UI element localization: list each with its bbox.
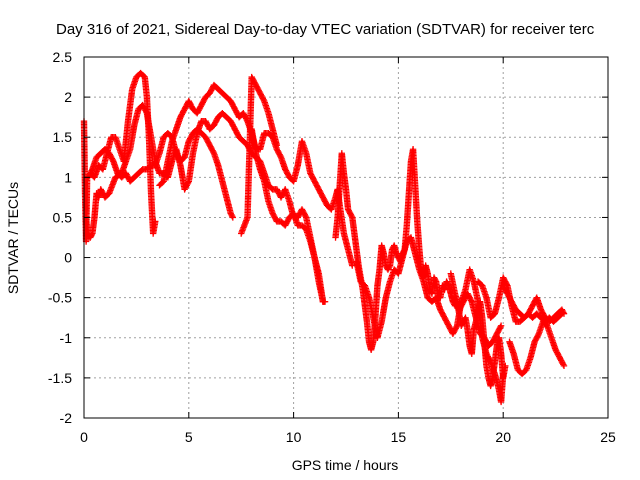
data-point — [302, 212, 309, 220]
data-point — [467, 297, 475, 304]
y-tick-label: 2 — [64, 89, 72, 105]
y-tick-label: 0 — [64, 250, 72, 266]
data-point — [560, 362, 568, 370]
x-tick-label: 10 — [286, 429, 302, 445]
data-point — [152, 218, 159, 225]
grid-lines — [84, 57, 608, 418]
x-tick-label: 25 — [600, 429, 616, 445]
data-point — [486, 357, 494, 364]
y-tick-label: 1.5 — [53, 129, 73, 145]
data-point — [229, 214, 237, 221]
y-tick-label: -1 — [60, 330, 73, 346]
data-point — [560, 361, 567, 368]
data-point — [500, 370, 507, 378]
x-tick-labels: 0 5 10 15 20 25 — [80, 429, 616, 445]
x-tick-label: 20 — [495, 429, 511, 445]
plot-frame — [83, 56, 609, 419]
data-point — [348, 212, 355, 220]
data-points — [80, 69, 568, 406]
data-point — [557, 311, 565, 318]
data-point — [502, 362, 509, 370]
x-tick-label: 15 — [391, 429, 407, 445]
y-tick-label: 0.5 — [53, 209, 73, 225]
data-point — [497, 322, 505, 329]
y-tick-label: 1 — [64, 169, 72, 185]
data-point — [210, 148, 217, 156]
data-point — [497, 323, 504, 331]
data-point — [319, 298, 327, 305]
data-point — [386, 263, 393, 271]
y-tick-label: -0.5 — [48, 290, 72, 306]
x-axis-label: GPS time / hours — [292, 457, 399, 473]
data-point — [277, 152, 284, 160]
chart-title: Day 316 of 2021, Sidereal Day-to-day VTE… — [56, 21, 595, 38]
y-tick-label: -2 — [60, 410, 73, 426]
y-tick-label: -1.5 — [48, 370, 72, 386]
data-point — [534, 331, 542, 339]
data-point — [273, 142, 281, 149]
data-point — [228, 212, 236, 220]
y-tick-label: 2.5 — [53, 49, 73, 65]
data-point — [184, 179, 192, 186]
data-point — [88, 231, 95, 239]
data-point — [558, 310, 566, 317]
y-tick-labels: -2 -1.5 -1 -0.5 0 0.5 1 1.5 2 2.5 — [48, 49, 72, 426]
data-point — [109, 156, 116, 164]
y-axis-label: SDTVAR / TECUs — [5, 182, 21, 294]
data-point — [260, 96, 267, 103]
x-tick-label: 0 — [80, 429, 88, 445]
x-tick-label: 5 — [185, 429, 193, 445]
data-point — [432, 277, 439, 284]
axis-ticks — [83, 56, 609, 419]
data-point — [453, 323, 460, 331]
